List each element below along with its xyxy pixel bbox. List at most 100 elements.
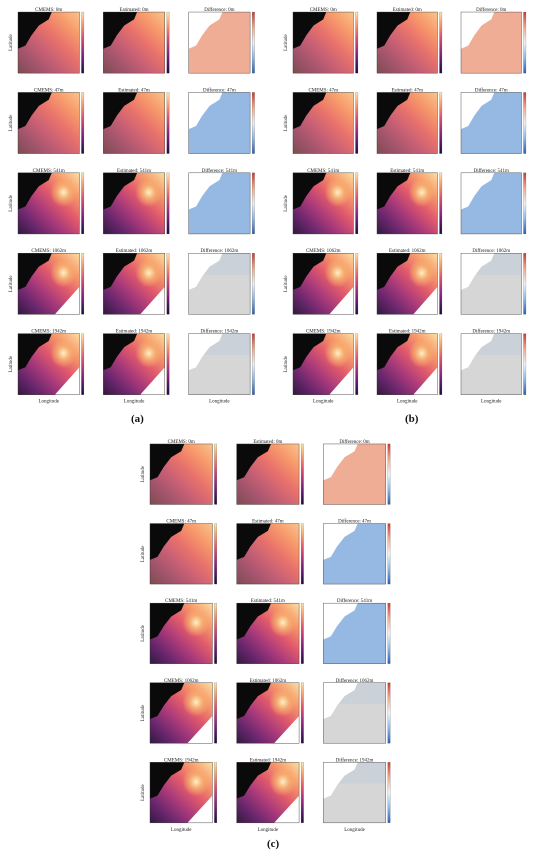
field-core	[324, 177, 352, 208]
panel-group-b: CMEMS: 0m Latitude Estimated: 0m Difference…	[283, 4, 547, 406]
map-panel	[460, 333, 522, 395]
map-frame	[460, 172, 522, 235]
deep-mask	[329, 367, 354, 395]
map-panel	[188, 172, 251, 235]
map-frame	[17, 253, 80, 315]
map-frame	[376, 92, 438, 154]
map-panel	[103, 172, 165, 235]
deep-mask	[413, 286, 438, 315]
panel-a-r1-c1: Estimated: 47m	[103, 88, 170, 154]
panel-a-r3-c2: Difference: 1062m	[188, 249, 255, 315]
y-axis-label: Latitude	[141, 465, 146, 482]
land-mask	[18, 253, 52, 290]
map-panel	[103, 92, 165, 154]
map-frame	[460, 253, 522, 315]
panel-c-r3-c1: Estimated: 1062m	[236, 679, 304, 744]
panel-a-r0-c1: Estimated: 0m	[103, 8, 170, 74]
land-mask	[150, 603, 185, 640]
colorbar	[439, 92, 443, 154]
colorbar	[300, 762, 304, 823]
panel-b-r3-c1: Estimated: 1062m	[376, 249, 443, 315]
deep-mask	[329, 286, 354, 315]
panel-a-r4-c2: Difference: 1942m Longitude	[188, 330, 255, 405]
colorbar	[523, 92, 527, 154]
map-panel	[103, 333, 165, 395]
panel-b-r4-c1: Estimated: 1942m Longitude	[376, 330, 443, 405]
land-mask	[150, 682, 185, 720]
panel-title: Difference: 1942m	[472, 330, 510, 335]
panel-b-r0-c0: CMEMS: 0m Latitude	[284, 8, 359, 74]
panel-c-r1-c2: Difference: 47m	[323, 520, 391, 585]
land-mask	[18, 172, 52, 210]
deep-mask	[187, 716, 213, 744]
land-mask	[323, 762, 358, 799]
map-frame	[188, 172, 251, 235]
map-frame	[17, 11, 80, 74]
map-panel	[292, 253, 354, 315]
colorbar	[439, 253, 443, 315]
panel-title: Estimated: 0m	[393, 8, 422, 13]
panel-c-r2-c0: CMEMS: 541m Latitude	[141, 599, 218, 664]
panel-title: CMEMS: 47m	[308, 88, 338, 93]
panel-title: CMEMS: 1062m	[31, 249, 66, 254]
y-axis-label: Latitude	[141, 784, 146, 801]
field-core	[135, 177, 163, 208]
map-panel	[188, 333, 251, 395]
panel-c-r0-c0: CMEMS: 0m Latitude	[141, 440, 218, 505]
panel-title: Estimated: 47m	[391, 88, 423, 93]
colorbar	[355, 11, 359, 74]
colorbar	[252, 253, 255, 315]
panel-title: Difference: 1942m	[200, 330, 238, 335]
y-axis-label: Latitude	[9, 355, 14, 372]
land-mask	[293, 253, 327, 290]
colorbar	[523, 253, 527, 315]
deep-mask	[187, 795, 213, 823]
land-mask	[188, 12, 223, 49]
map-frame	[236, 762, 300, 824]
map-panel	[236, 443, 300, 505]
y-axis-label: Latitude	[141, 704, 146, 721]
land-mask	[323, 443, 358, 481]
map-panel	[323, 443, 386, 505]
land-mask	[18, 92, 52, 130]
colorbar	[387, 603, 391, 664]
panel-a-r1-c2: Difference: 47m	[188, 88, 255, 154]
panel-title: CMEMS: 0m	[35, 8, 62, 13]
land-mask	[377, 333, 411, 371]
field-core	[324, 258, 352, 288]
land-mask	[188, 92, 223, 130]
panel-b-r1-c1: Estimated: 47m	[376, 88, 443, 154]
land-mask	[461, 172, 495, 210]
field-core	[182, 767, 210, 797]
panel-title: CMEMS: 0m	[168, 440, 195, 445]
map-frame	[236, 682, 300, 744]
land-mask	[150, 443, 185, 481]
map-panel	[17, 172, 80, 235]
panel-b-r3-c2: Difference: 1062m	[460, 249, 527, 315]
map-frame	[460, 11, 522, 74]
field-core	[269, 607, 297, 638]
map-panel	[460, 172, 522, 235]
map-panel	[103, 253, 165, 315]
panel-title: CMEMS: 541m	[33, 169, 65, 174]
map-panel	[236, 523, 300, 585]
land-mask	[236, 443, 271, 481]
x-axis-label: Longitude	[313, 400, 334, 405]
x-axis-label: Longitude	[171, 828, 192, 833]
figure-label-a: (a)	[131, 413, 144, 425]
map-panel	[460, 11, 522, 74]
colorbar	[439, 172, 443, 235]
map-frame	[376, 333, 438, 395]
panel-c-r2-c2: Difference: 541m	[323, 599, 391, 664]
land-mask	[323, 682, 358, 720]
y-axis-label: Latitude	[9, 194, 14, 211]
figure-label-b: (b)	[405, 413, 419, 425]
colorbar	[81, 253, 85, 315]
panel-title: Difference: 1942m	[336, 758, 374, 763]
colorbar	[166, 253, 170, 315]
colorbar	[214, 603, 218, 664]
map-panel	[292, 172, 354, 235]
panel-title: CMEMS: 1942m	[164, 758, 199, 763]
panel-c-r2-c1: Estimated: 541m	[236, 599, 304, 664]
x-axis-label: Longitude	[481, 400, 502, 405]
